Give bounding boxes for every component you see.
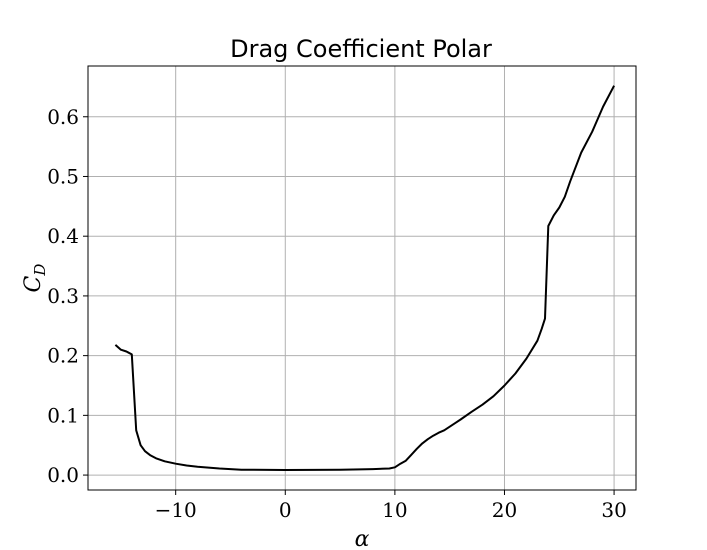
y-tick-label: 0.1	[47, 403, 79, 427]
y-axis-label-subscript: D	[31, 264, 49, 277]
chart-title: Drag Coefficient Polar	[230, 35, 492, 63]
x-tick-label: 0	[279, 498, 292, 522]
plot-frame	[87, 65, 637, 491]
y-tick-label: 0.0	[47, 463, 79, 487]
axis-ticks: −10 0 10 20 30 0.0 0.1 0.2 0.3 0.4 0.5 0.6	[47, 105, 627, 522]
y-axis-label: CD	[21, 264, 49, 293]
y-tick-label: 0.6	[47, 105, 79, 129]
x-axis-label: α	[355, 527, 370, 550]
y-tick-label: 0.3	[47, 284, 79, 308]
x-tick-label: 10	[382, 498, 407, 522]
y-axis-label-main: C	[21, 275, 46, 292]
x-tick-label: 30	[601, 498, 626, 522]
x-tick-label: −10	[155, 498, 197, 522]
y-tick-label: 0.5	[47, 164, 79, 188]
drag-coefficient-series-line	[114, 85, 615, 471]
grid-lines	[88, 66, 636, 490]
y-tick-label: 0.2	[47, 344, 79, 368]
y-tick-label: 0.4	[47, 224, 79, 248]
x-tick-label: 20	[492, 498, 517, 522]
